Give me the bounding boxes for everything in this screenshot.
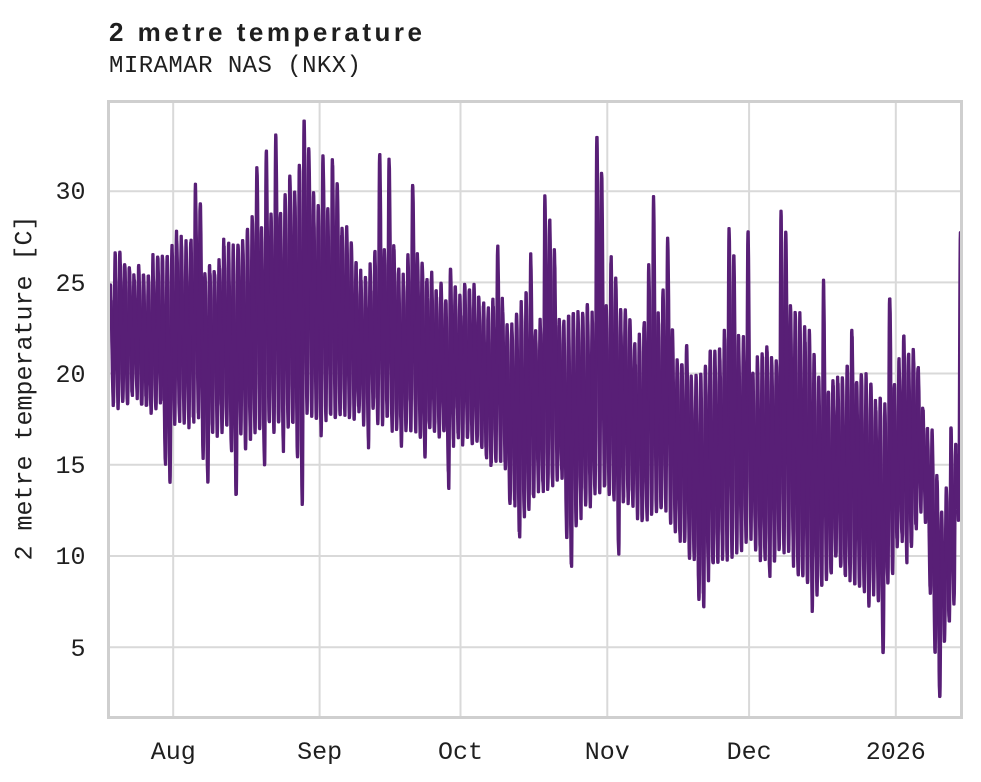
svg-text:15: 15 xyxy=(55,452,85,481)
svg-text:2 metre temperature [C]: 2 metre temperature [C] xyxy=(11,215,40,560)
svg-text:20: 20 xyxy=(55,361,85,390)
svg-text:5: 5 xyxy=(70,635,85,664)
svg-text:MIRAMAR NAS (NKX): MIRAMAR NAS (NKX) xyxy=(109,53,362,80)
svg-text:Oct: Oct xyxy=(438,738,483,767)
svg-text:30: 30 xyxy=(55,178,85,207)
svg-text:Sep: Sep xyxy=(297,738,342,767)
svg-text:Nov: Nov xyxy=(585,738,630,767)
svg-text:2026: 2026 xyxy=(866,738,926,767)
svg-text:10: 10 xyxy=(55,543,85,572)
svg-text:25: 25 xyxy=(55,270,85,299)
svg-text:Dec: Dec xyxy=(727,738,772,767)
svg-text:Aug: Aug xyxy=(151,738,196,767)
svg-text:2 metre temperature: 2 metre temperature xyxy=(109,17,426,47)
